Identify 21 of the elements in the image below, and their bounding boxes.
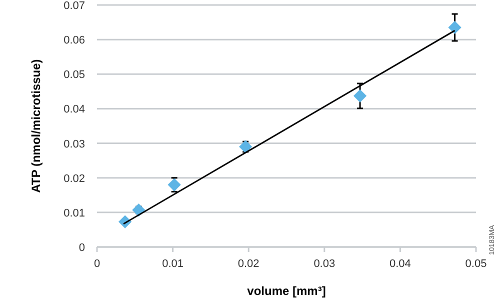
y-tick-label: 0.01 (64, 207, 85, 220)
y-tick-label: 0.05 (64, 69, 85, 82)
point (353, 89, 367, 102)
y-tick-label: 0.02 (64, 172, 85, 185)
x-tick-label: 0.05 (465, 258, 487, 270)
y-tick-label: 0.07 (64, 0, 85, 12)
point (132, 203, 146, 217)
x-axis-title: volume [mm³] (247, 284, 326, 298)
point (168, 178, 181, 192)
point (448, 20, 462, 34)
x-tick-label: 0 (94, 258, 100, 270)
x-tick-label: 0.01 (162, 258, 184, 270)
point (239, 140, 252, 154)
y-tick-label: 0.04 (64, 104, 85, 116)
y-tick-label: 0.03 (64, 138, 85, 150)
x-tick-label: 0.03 (314, 258, 336, 270)
y-axis-title: ATP (nmol/microtissue) (29, 59, 43, 193)
y-tick-label: 0.06 (64, 34, 85, 47)
x-tick-label: 0.04 (389, 258, 411, 270)
x-tick-label: 0.02 (238, 258, 260, 270)
y-tick-label: 0 (78, 242, 85, 254)
